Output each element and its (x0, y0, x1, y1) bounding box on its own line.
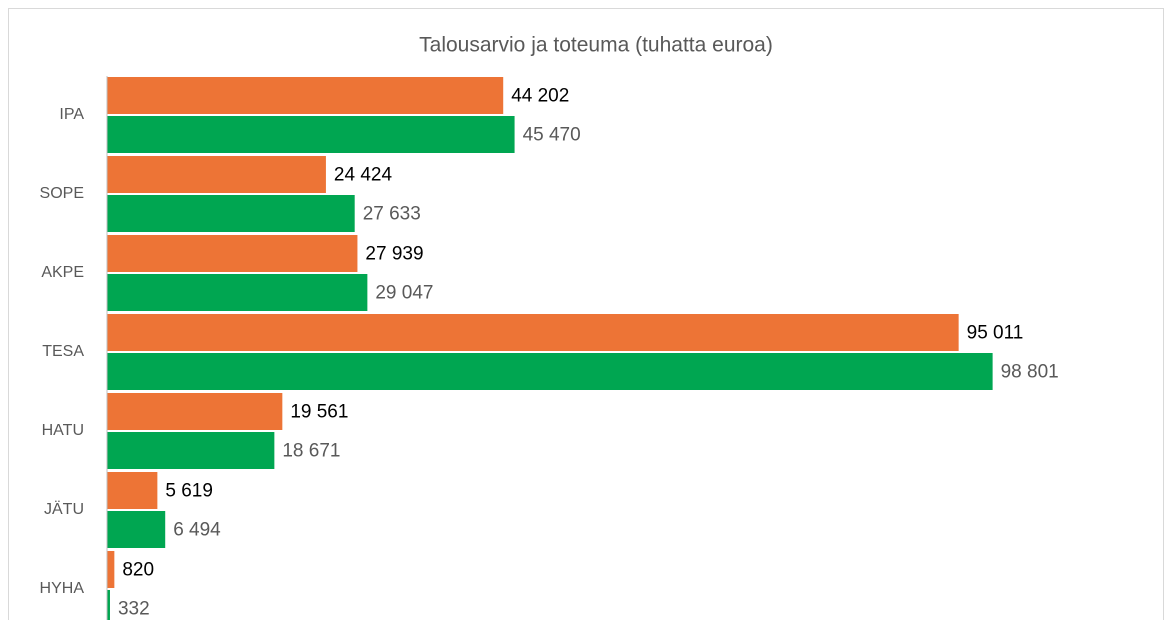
bar (107, 511, 166, 548)
value-label: 44 202 (511, 86, 569, 107)
value-label: 19 561 (290, 402, 348, 423)
bar (107, 353, 993, 390)
value-label: 29 047 (375, 283, 433, 304)
y-tick-label: HYHA (40, 580, 85, 597)
value-label: 95 011 (967, 323, 1024, 344)
value-label: 332 (118, 599, 150, 620)
value-label: 45 470 (523, 125, 581, 146)
bar (107, 116, 515, 153)
value-label: 18 671 (282, 441, 340, 462)
bar (107, 156, 326, 193)
value-label: 24 424 (334, 165, 393, 186)
y-tick-label: TESA (42, 343, 84, 360)
bar (107, 551, 115, 588)
bar (107, 432, 275, 469)
bar (107, 274, 368, 311)
value-label: 27 939 (365, 244, 423, 265)
value-label: 5 619 (165, 481, 213, 502)
value-label: 6 494 (173, 520, 221, 541)
y-tick-label: HATU (42, 422, 84, 439)
y-tick-label: IPA (59, 106, 84, 123)
bar (107, 235, 358, 272)
value-label: 27 633 (363, 204, 421, 225)
y-tick-label: AKPE (41, 264, 84, 281)
y-tick-label: SOPE (40, 185, 84, 202)
bar (107, 472, 158, 509)
value-label: 98 801 (1001, 362, 1059, 383)
bar (107, 393, 283, 430)
y-tick-label: JÄTU (44, 500, 84, 518)
chart-frame (8, 8, 1164, 620)
bar (107, 314, 959, 351)
chart-title: Talousarvio ja toteuma (tuhatta euroa) (419, 34, 773, 57)
bar (107, 77, 504, 114)
bar (107, 195, 355, 232)
value-label: 820 (122, 560, 154, 581)
bar (107, 590, 110, 620)
